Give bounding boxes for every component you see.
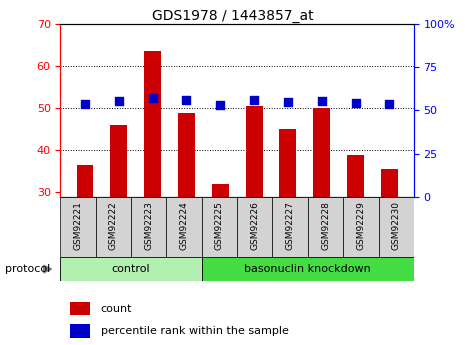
Bar	[212, 184, 229, 319]
Bar	[308, 197, 343, 257]
Text: GSM92221: GSM92221	[73, 201, 83, 250]
Bar	[166, 197, 202, 257]
Point	[217, 102, 224, 108]
Bar	[144, 51, 161, 319]
Bar	[313, 108, 330, 319]
Text: basonuclin knockdown: basonuclin knockdown	[245, 264, 371, 274]
Text: GSM92223: GSM92223	[144, 201, 153, 250]
Bar	[202, 197, 237, 257]
Text: protocol: protocol	[5, 264, 50, 274]
Text: GSM92227: GSM92227	[286, 201, 295, 250]
Point	[318, 98, 325, 104]
Bar	[379, 197, 414, 257]
Point	[149, 96, 156, 101]
Text: GSM92226: GSM92226	[250, 201, 259, 250]
Text: control: control	[112, 264, 151, 274]
Bar	[77, 165, 93, 319]
Bar	[131, 197, 166, 257]
Bar	[96, 197, 131, 257]
Text: GSM92224: GSM92224	[179, 201, 189, 250]
Bar	[246, 106, 263, 319]
Point	[250, 97, 258, 103]
Bar	[60, 197, 96, 257]
Bar	[70, 324, 90, 338]
Text: GSM92228: GSM92228	[321, 201, 330, 250]
Text: count: count	[101, 304, 132, 314]
Text: GSM92230: GSM92230	[392, 201, 401, 250]
Bar	[272, 197, 308, 257]
Bar	[202, 257, 414, 281]
Bar	[70, 302, 90, 315]
Bar	[60, 257, 202, 281]
Point	[352, 100, 359, 106]
Bar	[237, 197, 272, 257]
Bar	[178, 112, 195, 319]
Bar	[279, 129, 296, 319]
Text: percentile rank within the sample: percentile rank within the sample	[101, 326, 289, 336]
Text: GDS1978 / 1443857_at: GDS1978 / 1443857_at	[152, 9, 313, 23]
Point	[385, 101, 393, 106]
Text: GSM92222: GSM92222	[109, 201, 118, 250]
Point	[183, 97, 190, 103]
Point	[115, 98, 122, 104]
Point	[81, 101, 89, 106]
Bar	[110, 125, 127, 319]
Bar	[381, 169, 398, 319]
Text: GSM92225: GSM92225	[215, 201, 224, 250]
Bar	[343, 197, 379, 257]
Bar	[347, 155, 364, 319]
Point	[284, 99, 292, 105]
Text: GSM92229: GSM92229	[356, 201, 365, 250]
